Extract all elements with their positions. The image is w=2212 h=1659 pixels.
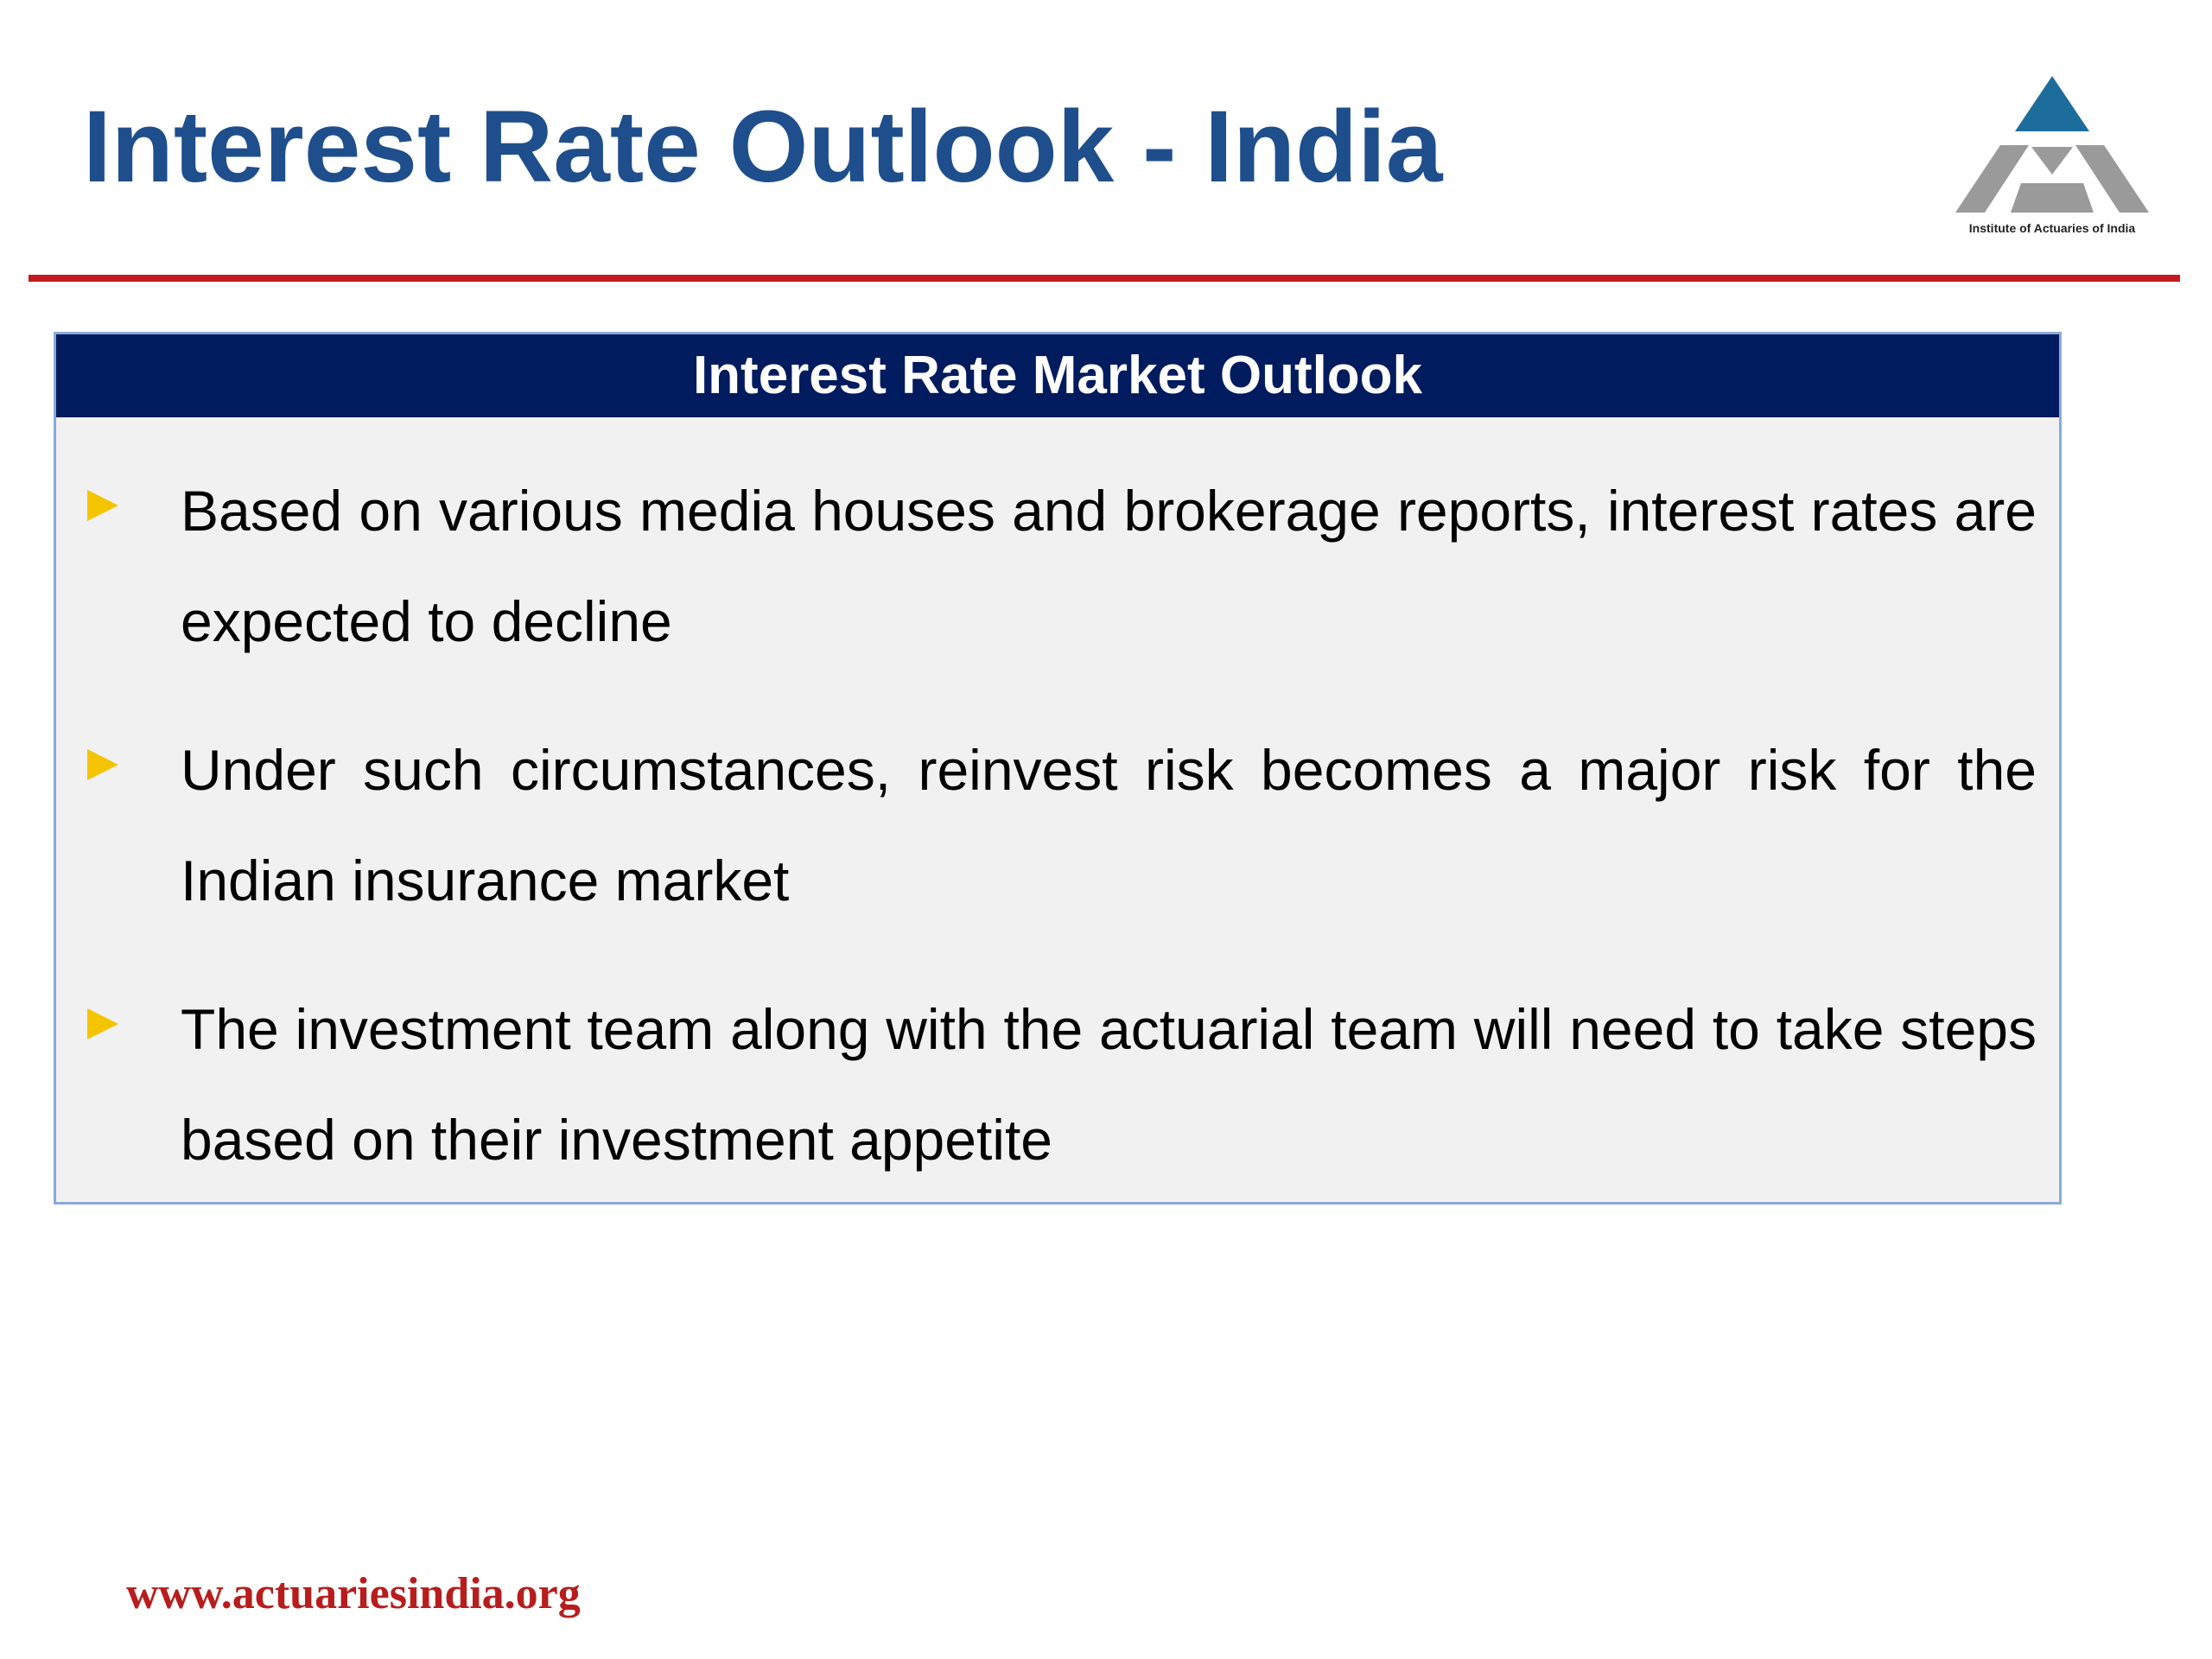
triangle-bullet-icon [87, 490, 118, 521]
institute-logo: Institute of Actuaries of India [1948, 69, 2156, 242]
slide-title: Interest Rate Outlook - India [83, 90, 1443, 204]
actuaries-triangle-logo-icon [1955, 76, 2149, 213]
triangle-bullet-icon [87, 1008, 118, 1039]
bullet-list: Based on various media houses and broker… [56, 417, 2059, 1195]
list-item: Under such circumstances, reinvest risk … [56, 715, 2059, 936]
website-url: www.actuariesindia.org [126, 1569, 581, 1618]
title-divider [29, 275, 2180, 282]
bullet-text: The investment team along with the actua… [181, 997, 2037, 1172]
list-item: The investment team along with the actua… [56, 974, 2059, 1195]
outlook-panel: Interest Rate Market Outlook Based on va… [54, 332, 2062, 1205]
bullet-text: Under such circumstances, reinvest risk … [181, 738, 2037, 912]
bullet-text: Based on various media houses and broker… [181, 479, 2037, 653]
panel-header: Interest Rate Market Outlook [56, 334, 2059, 417]
logo-caption: Institute of Actuaries of India [1968, 221, 2136, 235]
list-item: Based on various media houses and broker… [56, 455, 2059, 677]
triangle-bullet-icon [87, 749, 118, 780]
